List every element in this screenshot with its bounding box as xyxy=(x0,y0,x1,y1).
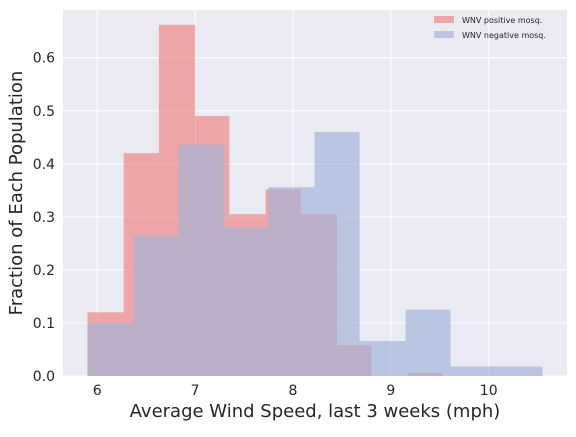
histogram-bar xyxy=(133,235,179,376)
y-axis-label: Fraction of Each Population xyxy=(6,71,27,316)
tick-labels: 6 7 8 9 10 0.0 0.1 0.2 0.3 0.4 0.5 0.6 xyxy=(33,51,498,399)
histogram-bars xyxy=(87,24,543,377)
histogram-bar xyxy=(496,366,543,376)
x-tick-label: 6 xyxy=(93,383,102,399)
y-tick-label: 0.0 xyxy=(33,369,55,385)
x-axis-label: Average Wind Speed, last 3 weeks (mph) xyxy=(130,401,501,422)
legend-swatch xyxy=(434,16,454,23)
x-tick-label: 7 xyxy=(191,383,200,399)
y-tick-label: 0.5 xyxy=(33,104,55,120)
y-tick-label: 0.3 xyxy=(33,210,55,226)
series-negative-bars xyxy=(87,132,543,376)
y-tick-label: 0.4 xyxy=(33,157,55,173)
y-tick-label: 0.2 xyxy=(33,263,55,279)
histogram-bar xyxy=(450,366,497,376)
x-tick-label: 10 xyxy=(480,383,498,399)
histogram-bar xyxy=(87,322,134,376)
histogram-bar xyxy=(359,340,406,376)
legend-swatch xyxy=(434,31,454,38)
legend-label: WNV positive mosq. xyxy=(462,16,542,25)
x-tick-label: 9 xyxy=(386,383,395,399)
histogram-bar xyxy=(178,144,225,376)
legend: WNV positive mosq. WNV negative mosq. xyxy=(434,16,546,40)
histogram-bar xyxy=(268,187,315,376)
y-tick-label: 0.6 xyxy=(33,51,55,67)
histogram-bar xyxy=(314,132,360,376)
histogram-bar xyxy=(224,227,269,376)
histogram-bar xyxy=(405,309,451,376)
y-tick-label: 0.1 xyxy=(33,316,55,332)
x-tick-label: 8 xyxy=(289,383,298,399)
legend-label: WNV negative mosq. xyxy=(462,31,546,40)
